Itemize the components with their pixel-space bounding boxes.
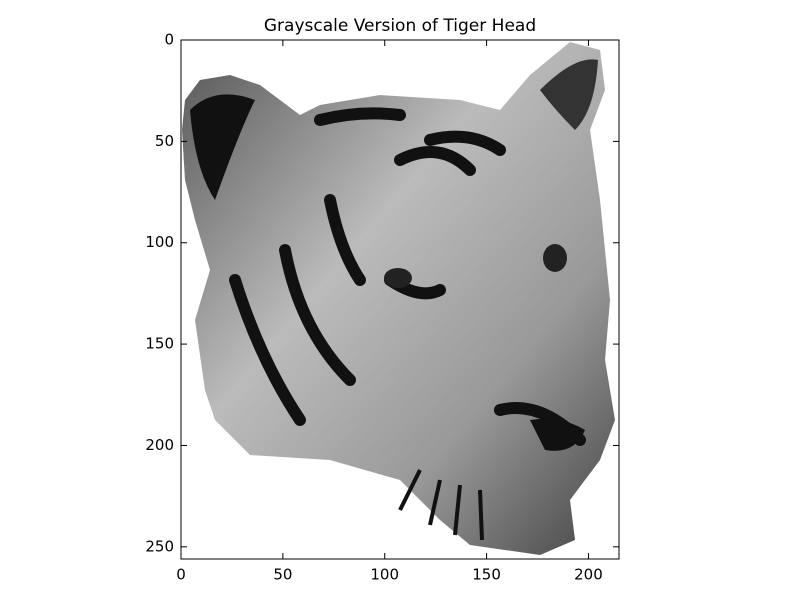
y-tick-label: 0 [164, 31, 174, 49]
axes-frame [180, 39, 620, 560]
x-tick-label: 100 [370, 566, 399, 584]
x-tick-label: 200 [574, 566, 603, 584]
image [182, 42, 615, 555]
x-tick-label: 150 [472, 566, 501, 584]
x-tick-label: 0 [176, 566, 186, 584]
y-tick-label: 150 [145, 335, 174, 353]
y-tick-label: 250 [145, 537, 174, 555]
y-tick-label: 100 [145, 233, 174, 251]
y-tick-label: 50 [155, 132, 174, 150]
y-tick-label: 200 [145, 436, 174, 454]
chart-title: Grayscale Version of Tiger Head [264, 16, 536, 36]
x-tick-label: 50 [273, 566, 292, 584]
